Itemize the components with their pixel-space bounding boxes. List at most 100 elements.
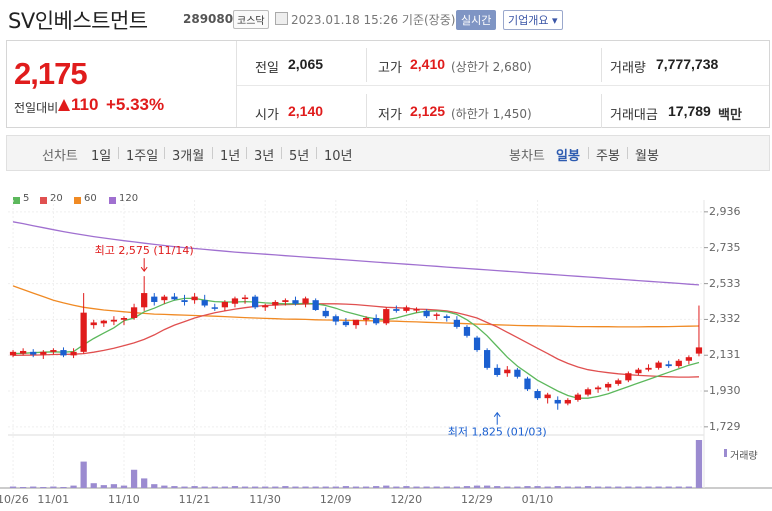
timestamp: 2023.01.18 15:26 기준(장중) [291, 13, 456, 27]
volume-bar [141, 478, 148, 488]
period-1d[interactable]: 1일 [91, 149, 112, 164]
separator [118, 147, 119, 159]
candle-body [322, 310, 329, 317]
period-1w[interactable]: 1주일 [126, 149, 159, 164]
period-10y[interactable]: 10년 [324, 149, 353, 164]
volume-bar [231, 486, 239, 488]
candle-body [80, 312, 87, 352]
candle-daily[interactable]: 일봉 [556, 149, 580, 164]
corp-info-dropdown[interactable]: 기업개요 ▾ [503, 10, 563, 30]
volume-bar [362, 486, 370, 488]
volume-bar [262, 486, 269, 488]
candle-body [151, 296, 158, 302]
y-tick-label: 2,533 [709, 276, 741, 290]
candle-body [40, 351, 47, 355]
candle-body [413, 309, 420, 311]
volume-bar [50, 486, 57, 488]
volume-bar [201, 486, 208, 488]
volume-bar [453, 486, 460, 488]
volume-bar [90, 483, 97, 488]
y-tick-label: 2,131 [709, 348, 741, 362]
candle-body [645, 367, 652, 370]
volume-bar [675, 486, 682, 488]
candle-body [675, 360, 682, 367]
candle-body [554, 399, 561, 404]
volume-bar [423, 486, 430, 488]
period-1y[interactable]: 1년 [220, 149, 241, 164]
period-3m[interactable]: 3개월 [172, 149, 205, 164]
realtime-button[interactable]: 실시간 [456, 10, 497, 30]
candle-body [362, 318, 370, 320]
divider [366, 94, 367, 128]
y-tick-label: 2,936 [709, 204, 741, 218]
volume-bar [40, 487, 47, 488]
quote-panel [6, 40, 770, 128]
period-5y[interactable]: 5년 [289, 149, 310, 164]
volume-bar [181, 486, 188, 488]
candle-body [181, 300, 188, 302]
volume-bar [494, 486, 501, 488]
volume-bar [605, 486, 612, 488]
candle-chart-label: 봉차트 [509, 149, 545, 164]
high-label: 고가 [378, 61, 402, 76]
candle-body [312, 300, 319, 310]
candle-body [655, 362, 662, 368]
prev-close-label: 전일 [255, 61, 279, 76]
volume-legend-label: 거래량 [730, 451, 758, 462]
low-annotation: 최저 1,825 (01/03) [448, 426, 547, 439]
candle-body [100, 320, 107, 324]
x-tick-label: 12/09 [319, 493, 352, 506]
market-badge: 코스닥 [233, 10, 269, 29]
x-tick-label: 12/20 [390, 493, 423, 506]
divider [236, 41, 237, 127]
volume-bar [352, 486, 360, 488]
volume-bar [120, 485, 128, 488]
candle-monthly[interactable]: 월봉 [635, 149, 659, 164]
candle-body [90, 322, 97, 326]
candle-body [302, 298, 309, 304]
current-price: 2,175 [14, 56, 88, 91]
volume-bar [413, 486, 420, 488]
period-3y[interactable]: 3년 [254, 149, 275, 164]
volume-bar [252, 486, 259, 488]
candle-body [30, 351, 37, 355]
x-tick-label: 01/10 [521, 493, 554, 506]
volume-bar [504, 486, 511, 488]
divider [366, 48, 367, 82]
divider [237, 85, 769, 86]
candle-body [473, 337, 481, 351]
candle-body [201, 300, 208, 306]
line-chart-button[interactable]: 선차트 [42, 149, 78, 164]
separator [281, 147, 282, 159]
upper-limit: (상한가 2,680) [451, 60, 532, 74]
volume-bar [70, 485, 77, 488]
candle-body [443, 316, 450, 318]
candle-body [423, 310, 430, 317]
candle-body [625, 373, 632, 381]
candle-body [665, 364, 672, 367]
candle-body [534, 391, 541, 399]
volume-bar [433, 486, 440, 488]
volume-bar [574, 486, 582, 488]
candle-body [594, 387, 602, 390]
x-tick-label: 11/30 [249, 493, 281, 506]
x-tick-label: 11/10 [108, 493, 140, 506]
candle-body [332, 316, 339, 322]
volume-bar [272, 486, 279, 488]
x-tick-label: 11/01 [37, 493, 70, 506]
volume-bar [544, 486, 551, 488]
clock-icon [275, 12, 288, 25]
candle-body [161, 296, 168, 301]
volume-legend-swatch [724, 449, 727, 457]
volume-bar [110, 484, 118, 488]
candle-weekly[interactable]: 주봉 [596, 149, 620, 164]
volume-bar [30, 486, 37, 488]
legend-ma60-swatch [74, 197, 81, 204]
candle-body [463, 326, 471, 336]
divider [601, 48, 602, 82]
volume-bar [171, 486, 178, 488]
volume-bar [221, 486, 228, 488]
candle-body [373, 318, 380, 324]
candle-body [685, 357, 692, 361]
